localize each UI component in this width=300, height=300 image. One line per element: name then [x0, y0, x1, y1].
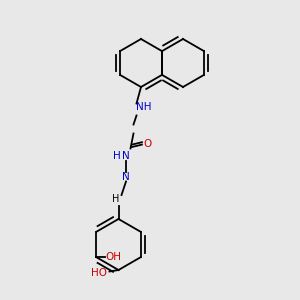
Text: H: H: [112, 194, 119, 205]
Text: HO: HO: [91, 268, 107, 278]
Text: N: N: [122, 172, 130, 182]
Text: N: N: [122, 151, 130, 161]
Text: NH: NH: [136, 101, 152, 112]
Text: O: O: [143, 139, 151, 149]
Text: OH: OH: [105, 252, 121, 262]
Text: H: H: [113, 151, 121, 161]
